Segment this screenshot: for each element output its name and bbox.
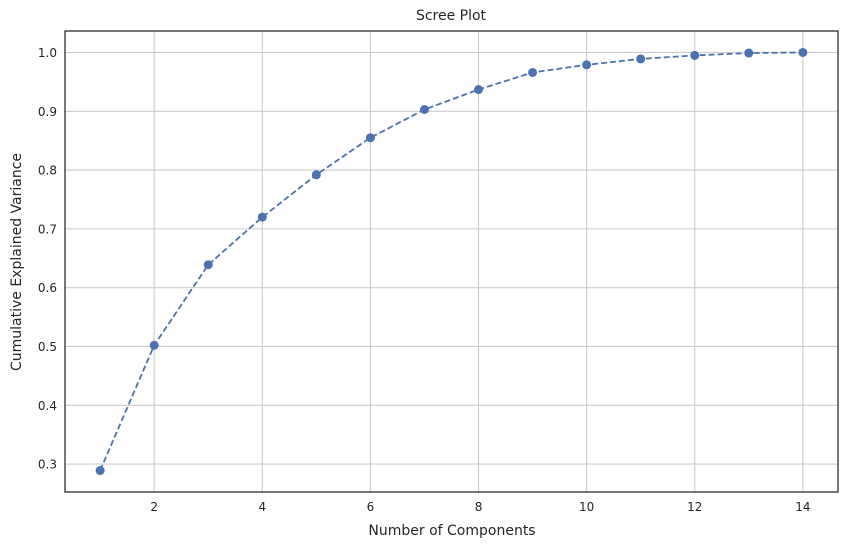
y-tick-label: 0.6 [38, 281, 57, 295]
data-point [95, 466, 105, 476]
data-point [419, 104, 429, 114]
x-tick-label: 12 [687, 500, 702, 514]
y-tick-label: 0.5 [38, 340, 57, 354]
y-tick-label: 0.7 [38, 222, 57, 236]
y-tick-label: 0.3 [38, 458, 57, 472]
data-point [203, 260, 213, 270]
y-tick-label: 0.4 [38, 399, 57, 413]
x-axis-label: Number of Components [368, 523, 535, 539]
x-tick-label: 14 [795, 500, 810, 514]
x-tick-label: 4 [258, 500, 266, 514]
x-tick-label: 6 [367, 500, 375, 514]
data-point [257, 212, 267, 222]
y-tick-label: 0.8 [38, 164, 57, 178]
chart-title: Scree Plot [416, 8, 487, 24]
data-point [311, 170, 321, 180]
data-point [690, 50, 700, 60]
x-tick-label: 8 [475, 500, 483, 514]
data-point [798, 47, 808, 57]
x-tick-label: 2 [150, 500, 158, 514]
series-line [99, 51, 803, 471]
data-point [365, 133, 375, 143]
y-tick-label: 1.0 [38, 46, 57, 60]
plot-area [95, 47, 808, 476]
data-point [744, 48, 754, 58]
data-point [582, 60, 592, 70]
y-tick-label: 0.9 [38, 105, 57, 119]
y-axis-label: Cumulative Explained Variance [9, 153, 25, 371]
data-point [474, 85, 484, 95]
x-axis-ticks: 2 4 6 8 10 12 14 [150, 500, 810, 514]
grid [65, 31, 838, 492]
data-point [528, 67, 538, 77]
data-point [149, 340, 159, 350]
x-tick-label: 10 [579, 500, 594, 514]
plot-frame [64, 30, 839, 493]
data-point [636, 54, 646, 64]
y-axis-ticks: 0.3 0.4 0.5 0.6 0.7 0.8 0.9 1.0 [38, 46, 57, 472]
